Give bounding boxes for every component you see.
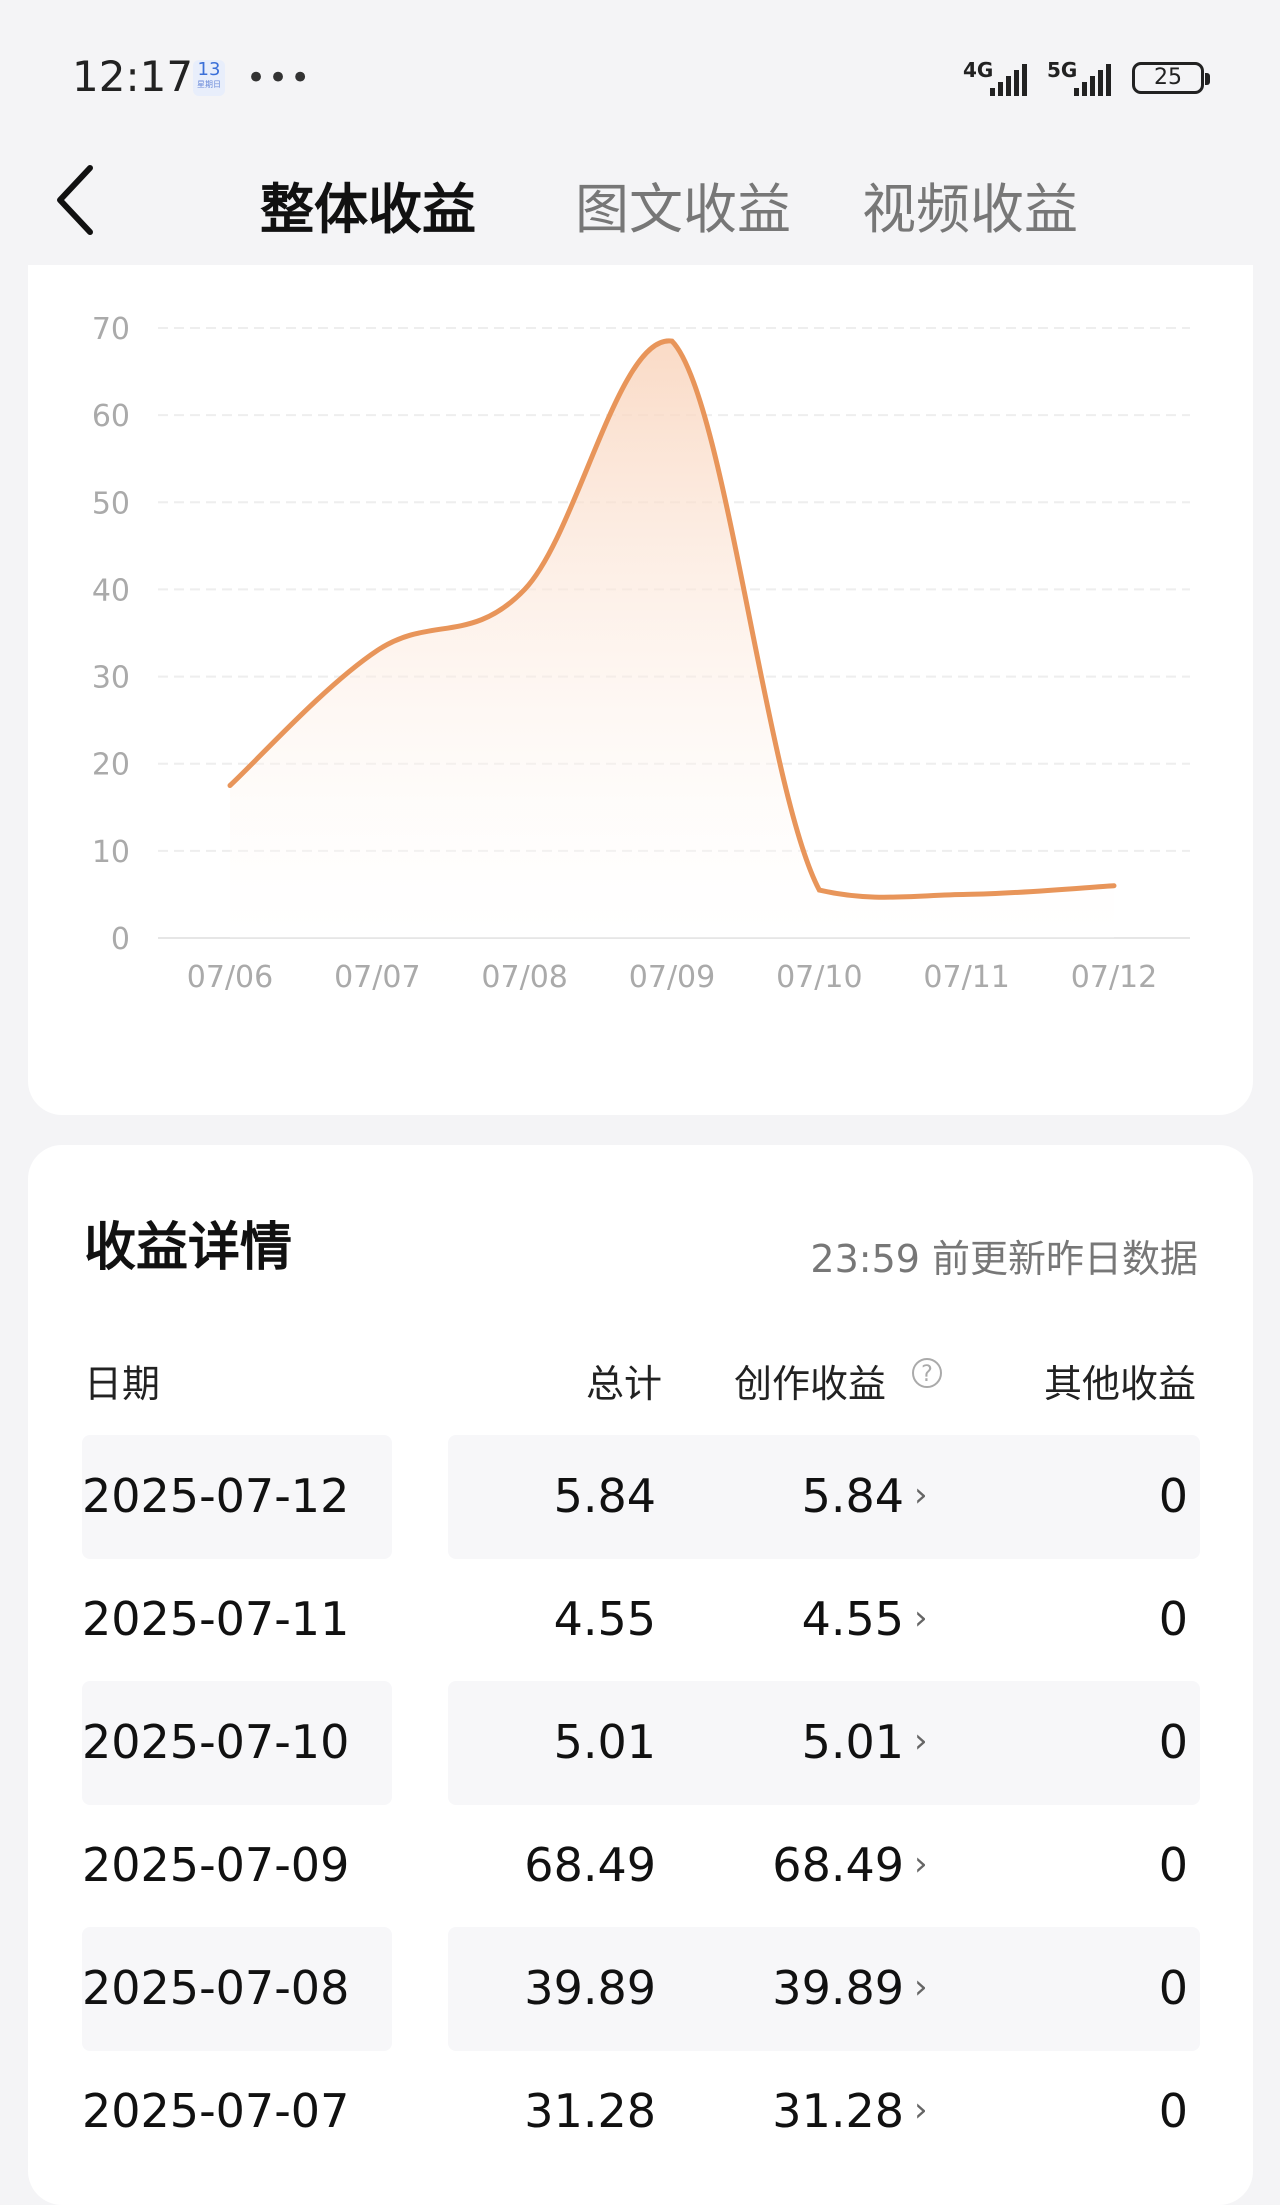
x-tick-label: 07/12 xyxy=(1071,960,1157,995)
row-date: 2025-07-08 xyxy=(82,1961,350,2015)
chevron-right-icon[interactable]: › xyxy=(914,1475,928,1515)
update-note: 23:59 前更新昨日数据 xyxy=(810,1237,1198,1281)
header-creation: 创作收益 xyxy=(734,1362,887,1406)
tab-video-earnings[interactable]: 视频收益 xyxy=(862,178,1078,241)
chevron-right-icon[interactable]: › xyxy=(914,2090,928,2130)
row-total: 39.89 xyxy=(524,1961,656,2015)
chart-card: 0 10 20 30 40 50 60 70 07/06 07/07 07/08 07/09 07/1… xyxy=(28,265,1253,1115)
row-date: 2025-07-07 xyxy=(82,2084,350,2138)
table-row[interactable]: 2025-07-08 39.89 39.89 › 0 xyxy=(0,1927,1280,2051)
tab-article-earnings[interactable]: 图文收益 xyxy=(575,178,791,241)
row-other: 0 xyxy=(1158,1961,1188,2015)
status-bar: 12:17 13 星期日 ••• 4G 5G 25 xyxy=(0,0,1280,120)
data-point[interactable] xyxy=(522,586,528,592)
row-other: 0 xyxy=(1158,1469,1188,1523)
y-tick-label: 20 xyxy=(92,748,130,783)
row-date: 2025-07-10 xyxy=(82,1715,350,1769)
y-tick-label: 30 xyxy=(92,661,130,696)
data-point[interactable] xyxy=(964,891,970,897)
tab-overall-earnings[interactable]: 整体收益 xyxy=(260,178,476,241)
x-tick-label: 07/09 xyxy=(629,960,715,995)
chevron-right-icon[interactable]: › xyxy=(914,1844,928,1884)
table-row[interactable]: 2025-07-07 31.28 31.28 › 0 xyxy=(0,2050,1280,2174)
data-point[interactable] xyxy=(816,887,822,893)
header-date: 日期 xyxy=(84,1362,161,1406)
table-row[interactable]: 2025-07-10 5.01 5.01 › 0 xyxy=(0,1681,1280,1805)
row-total: 5.01 xyxy=(553,1715,656,1769)
chevron-right-icon[interactable]: › xyxy=(914,1967,928,2007)
y-tick-label: 10 xyxy=(92,835,130,870)
y-tick-label: 60 xyxy=(92,399,130,434)
chart-area xyxy=(230,340,1114,938)
x-tick-label: 07/07 xyxy=(334,960,420,995)
table-row[interactable]: 2025-07-11 4.55 4.55 › 0 xyxy=(0,1558,1280,1682)
chevron-right-icon[interactable]: › xyxy=(914,1721,928,1761)
row-creation[interactable]: 5.01 xyxy=(801,1715,904,1769)
status-time: 12:17 xyxy=(72,52,194,101)
row-other: 0 xyxy=(1158,1715,1188,1769)
row-total: 4.55 xyxy=(553,1592,656,1646)
y-tick-label: 70 xyxy=(92,312,130,347)
row-shade xyxy=(448,1927,1200,2051)
more-notifications-icon: ••• xyxy=(246,58,313,98)
network-4g-label: 4G xyxy=(963,58,994,82)
help-icon[interactable]: ? xyxy=(912,1358,942,1388)
row-shade xyxy=(82,1927,392,2051)
table-row[interactable]: 2025-07-12 5.84 5.84 › 0 xyxy=(0,1435,1280,1559)
network-5g-label: 5G xyxy=(1047,58,1078,82)
row-date: 2025-07-12 xyxy=(82,1469,350,1523)
data-point[interactable] xyxy=(669,338,675,344)
earnings-chart: 0 10 20 30 40 50 60 70 07/06 07/07 07/08 07/09 07/1… xyxy=(92,312,1190,995)
x-tick-label: 07/06 xyxy=(187,960,273,995)
chevron-left-icon xyxy=(57,165,93,235)
data-point[interactable] xyxy=(374,647,380,653)
row-total: 5.84 xyxy=(553,1469,656,1523)
row-date: 2025-07-09 xyxy=(82,1838,350,1892)
y-tick-label: 40 xyxy=(92,573,130,608)
x-tick-label: 07/08 xyxy=(481,960,567,995)
header-other: 其他收益 xyxy=(1043,1362,1196,1406)
calendar-icon: 13 星期日 xyxy=(193,60,225,96)
y-tick-label: 0 xyxy=(111,922,130,957)
calendar-weekday: 星期日 xyxy=(197,80,221,89)
row-shade xyxy=(448,1435,1200,1559)
calendar-day: 13 xyxy=(197,59,221,80)
battery-icon: 25 xyxy=(1132,62,1210,94)
row-total: 68.49 xyxy=(524,1838,656,1892)
header-total: 总计 xyxy=(585,1362,662,1406)
table-row[interactable]: 2025-07-09 68.49 68.49 › 0 xyxy=(0,1804,1280,1928)
row-shade xyxy=(82,1681,392,1805)
row-other: 0 xyxy=(1158,1838,1188,1892)
chart-line xyxy=(227,338,1117,900)
back-button[interactable] xyxy=(50,160,110,240)
details-title: 收益详情 xyxy=(84,1218,293,1278)
row-creation[interactable]: 31.28 xyxy=(772,2084,904,2138)
signal-4g-icon xyxy=(990,60,1027,96)
x-tick-label: 07/11 xyxy=(923,960,1009,995)
row-shade xyxy=(448,1681,1200,1805)
y-tick-label: 50 xyxy=(92,486,130,521)
row-date: 2025-07-11 xyxy=(82,1592,350,1646)
chevron-right-icon[interactable]: › xyxy=(914,1598,928,1638)
row-creation[interactable]: 5.84 xyxy=(801,1469,904,1523)
row-creation[interactable]: 4.55 xyxy=(801,1592,904,1646)
row-creation[interactable]: 68.49 xyxy=(772,1838,904,1892)
row-shade xyxy=(82,1435,392,1559)
signal-5g-icon xyxy=(1074,60,1111,96)
data-point[interactable] xyxy=(227,783,233,789)
x-tick-label: 07/10 xyxy=(776,960,862,995)
row-total: 31.28 xyxy=(524,2084,656,2138)
data-point[interactable] xyxy=(1111,883,1117,889)
row-other: 0 xyxy=(1158,1592,1188,1646)
row-other: 0 xyxy=(1158,2084,1188,2138)
row-creation[interactable]: 39.89 xyxy=(772,1961,904,2015)
